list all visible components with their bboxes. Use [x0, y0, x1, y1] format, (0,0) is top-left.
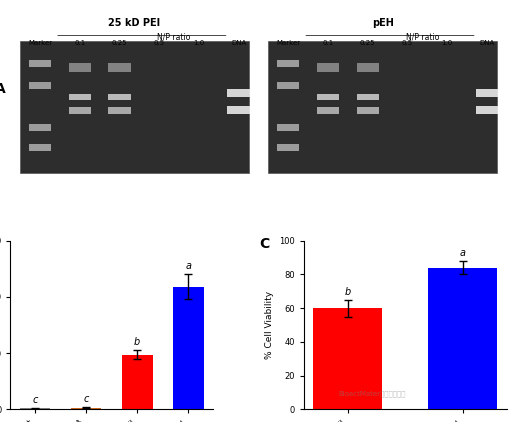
FancyBboxPatch shape: [357, 94, 379, 100]
Text: 1.0: 1.0: [193, 40, 205, 46]
FancyBboxPatch shape: [29, 82, 51, 89]
Bar: [122, 355, 153, 409]
Text: 0.5: 0.5: [402, 40, 413, 46]
Text: A: A: [0, 81, 5, 96]
FancyBboxPatch shape: [277, 82, 299, 89]
FancyBboxPatch shape: [109, 63, 131, 72]
Text: c: c: [83, 394, 89, 404]
Text: 0.1: 0.1: [74, 40, 85, 46]
Text: pEH: pEH: [372, 18, 393, 28]
FancyBboxPatch shape: [357, 107, 379, 114]
FancyBboxPatch shape: [277, 60, 299, 67]
Text: a: a: [186, 262, 191, 271]
Text: Marker: Marker: [276, 40, 300, 46]
FancyBboxPatch shape: [69, 107, 91, 114]
Text: N/P ratio: N/P ratio: [158, 33, 191, 42]
FancyBboxPatch shape: [277, 144, 299, 151]
Y-axis label: % Cell Viability: % Cell Viability: [265, 291, 273, 359]
Text: 0.1: 0.1: [323, 40, 333, 46]
Text: DNA: DNA: [479, 40, 494, 46]
FancyBboxPatch shape: [476, 89, 498, 97]
FancyBboxPatch shape: [317, 107, 339, 114]
Text: b: b: [134, 338, 140, 347]
Text: DNA: DNA: [231, 40, 246, 46]
Text: 0.25: 0.25: [112, 40, 127, 46]
FancyBboxPatch shape: [29, 60, 51, 67]
Text: BioactMater生物活性材料: BioactMater生物活性材料: [339, 390, 406, 397]
FancyBboxPatch shape: [29, 144, 51, 151]
Bar: [71, 408, 101, 409]
Text: 0.5: 0.5: [154, 40, 165, 46]
FancyBboxPatch shape: [357, 63, 379, 72]
FancyBboxPatch shape: [69, 94, 91, 100]
FancyBboxPatch shape: [227, 89, 250, 97]
Text: N/P ratio: N/P ratio: [406, 33, 439, 42]
Text: c: c: [32, 395, 38, 405]
Text: a: a: [460, 248, 466, 258]
Bar: [429, 268, 497, 409]
FancyBboxPatch shape: [227, 106, 250, 114]
Text: b: b: [345, 287, 351, 297]
Bar: [20, 408, 50, 409]
FancyBboxPatch shape: [69, 63, 91, 72]
FancyBboxPatch shape: [268, 41, 497, 173]
Bar: [173, 287, 204, 409]
Text: 0.25: 0.25: [360, 40, 375, 46]
FancyBboxPatch shape: [277, 124, 299, 131]
FancyBboxPatch shape: [317, 94, 339, 100]
Text: 1.0: 1.0: [442, 40, 453, 46]
Bar: [313, 308, 383, 409]
FancyBboxPatch shape: [476, 106, 498, 114]
FancyBboxPatch shape: [317, 63, 339, 72]
FancyBboxPatch shape: [29, 124, 51, 131]
FancyBboxPatch shape: [109, 107, 131, 114]
FancyBboxPatch shape: [109, 94, 131, 100]
Text: 25 kD PEI: 25 kD PEI: [109, 18, 160, 28]
Text: Marker: Marker: [28, 40, 52, 46]
Text: C: C: [260, 237, 270, 251]
FancyBboxPatch shape: [20, 41, 249, 173]
